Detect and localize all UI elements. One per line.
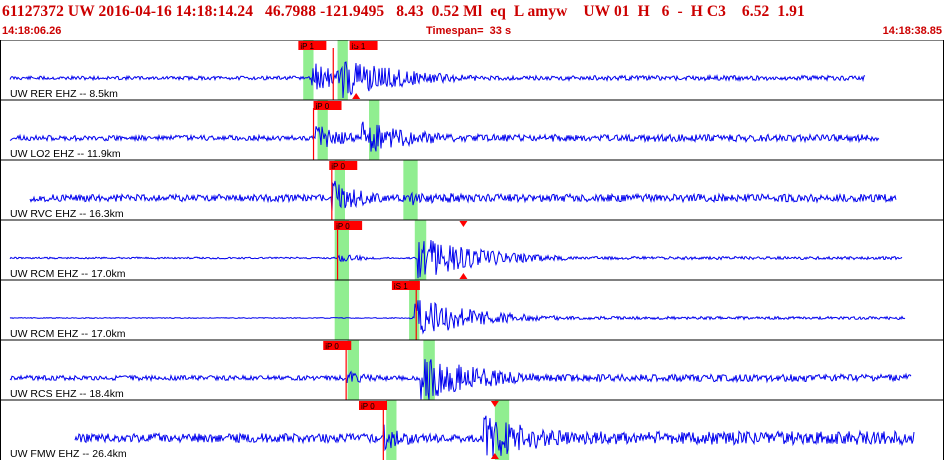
pick-window-band <box>334 160 345 220</box>
station-label: UW RCM EHZ -- 17.0km <box>10 268 126 280</box>
pick-label: iS 1 <box>394 282 408 291</box>
waveform <box>29 180 897 211</box>
phase-pick-flag[interactable]: iP 0 <box>334 221 363 231</box>
trace-row[interactable]: iP 0 UW LO2 EHZ -- 11.9km <box>0 99 944 160</box>
pick-label: iP 0 <box>336 222 350 231</box>
station-label: UW RER EHZ -- 8.5km <box>10 88 118 100</box>
pick-triangle-top <box>459 221 468 227</box>
pick-triangle-top <box>490 401 499 407</box>
pick-flag-box <box>329 161 358 170</box>
trace-row[interactable]: iP 0 UW RCS EHZ -- 18.4km <box>0 339 944 400</box>
phase-pick-flag[interactable]: iP 0 <box>323 341 352 351</box>
waveform <box>9 300 906 335</box>
pick-flag-box <box>349 41 378 50</box>
pick-label: iP 0 <box>331 162 345 171</box>
pick-window-band <box>303 40 314 100</box>
pick-triangle-bottom <box>459 273 468 279</box>
phase-pick-flag[interactable]: iP 0 <box>359 401 388 411</box>
waveform <box>9 121 880 152</box>
phase-pick-flag[interactable]: iS 1 <box>349 41 378 51</box>
trace-row[interactable]: iS 1 UW RCM EHZ -- 17.0km <box>0 279 944 340</box>
pick-window-band <box>414 220 427 280</box>
waveform <box>9 359 912 400</box>
window-end-time: 14:18:38.85 <box>882 25 942 37</box>
seismogram-panel: iP 1 iS 1 UW RER EHZ -- 8.5km iP 0 UW LO2 EH… <box>0 40 944 460</box>
station-label: UW FMW EHZ -- 26.4km <box>10 448 127 460</box>
pick-triangle-bottom <box>352 93 361 99</box>
pick-label: iP 1 <box>300 42 314 51</box>
pick-flag-box <box>323 341 352 350</box>
pick-window-band <box>403 160 418 220</box>
trace-row[interactable]: iP 0 UW RCM EHZ -- 17.0km <box>0 219 944 280</box>
phase-pick-flag[interactable]: iP 1 <box>298 41 327 51</box>
pick-flag-box <box>391 281 420 290</box>
station-label: UW LO2 EHZ -- 11.9km <box>10 148 121 160</box>
trace-row[interactable]: iP 1 iS 1 UW RER EHZ -- 8.5km <box>0 40 944 100</box>
pick-window-band <box>423 340 435 400</box>
station-label: UW RCM EHZ -- 17.0km <box>10 328 126 340</box>
pick-triangle-top <box>352 41 361 47</box>
station-label: UW RVC EHZ -- 16.3km <box>10 208 124 220</box>
pick-window-band <box>347 340 360 400</box>
phase-pick-flag[interactable]: iP 0 <box>329 161 358 171</box>
phase-pick-flag[interactable]: iS 1 <box>391 281 420 291</box>
waveform <box>9 61 866 99</box>
pick-window-band <box>334 280 349 340</box>
pick-window-band <box>369 100 380 160</box>
pick-flag-box <box>313 101 342 110</box>
pick-window-band <box>334 220 349 280</box>
pick-window-band <box>386 400 397 460</box>
pick-label: iS 1 <box>352 42 366 51</box>
pick-flag-box <box>334 221 363 230</box>
trace-row[interactable]: iP 0 UW RVC EHZ -- 16.3km <box>0 159 944 220</box>
waveform <box>74 415 915 458</box>
station-label: UW RCS EHZ -- 18.4km <box>10 388 124 400</box>
pick-label: iP 0 <box>361 402 375 411</box>
pick-label: iP 0 <box>316 102 330 111</box>
pick-window-band <box>337 40 348 100</box>
waveform <box>9 240 903 279</box>
trace-row[interactable]: iP 0 UW FMW EHZ -- 26.4km <box>0 399 944 460</box>
phase-pick-flag[interactable]: iP 0 <box>313 101 342 111</box>
record-header: 61127372 UW 2016-04-16 14:18:14.24 46.79… <box>0 0 944 40</box>
window-start-time: 14:18:06.26 <box>2 25 62 37</box>
pick-flag-box <box>298 41 327 50</box>
timespan-readout: Timespan= 33 s <box>426 25 512 37</box>
event-summary-title: 61127372 UW 2016-04-16 14:18:14.24 46.79… <box>2 3 805 20</box>
pick-triangle-bottom <box>490 453 499 459</box>
pick-label: iP 0 <box>325 342 339 351</box>
pick-flag-box <box>359 401 388 410</box>
